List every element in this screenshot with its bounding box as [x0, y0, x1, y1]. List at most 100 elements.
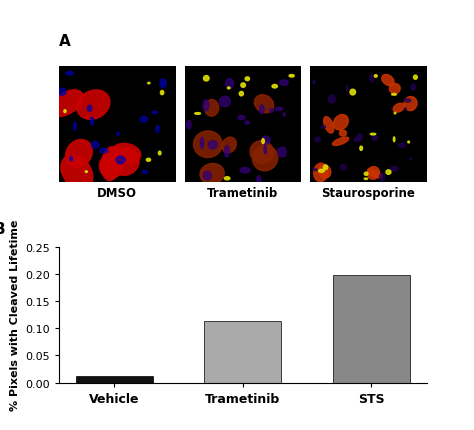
- Ellipse shape: [380, 174, 385, 181]
- Ellipse shape: [66, 72, 73, 76]
- Ellipse shape: [225, 146, 229, 158]
- Ellipse shape: [253, 146, 278, 172]
- Ellipse shape: [360, 147, 363, 151]
- Text: A: A: [59, 34, 71, 49]
- Ellipse shape: [323, 166, 328, 170]
- Ellipse shape: [346, 86, 348, 93]
- Ellipse shape: [398, 144, 406, 148]
- Ellipse shape: [116, 157, 125, 164]
- Ellipse shape: [208, 141, 218, 150]
- Bar: [204, 322, 282, 383]
- Ellipse shape: [367, 170, 382, 178]
- Ellipse shape: [238, 116, 245, 120]
- Ellipse shape: [365, 173, 368, 176]
- Ellipse shape: [245, 78, 249, 81]
- Ellipse shape: [61, 156, 93, 190]
- Ellipse shape: [312, 169, 318, 171]
- Ellipse shape: [354, 138, 361, 142]
- Ellipse shape: [228, 88, 230, 90]
- Ellipse shape: [158, 152, 161, 156]
- Ellipse shape: [404, 109, 406, 111]
- Ellipse shape: [100, 154, 123, 178]
- Ellipse shape: [394, 113, 396, 115]
- Ellipse shape: [200, 164, 224, 184]
- Ellipse shape: [257, 176, 261, 184]
- Ellipse shape: [160, 91, 164, 95]
- Ellipse shape: [140, 117, 148, 123]
- Ellipse shape: [241, 84, 246, 88]
- Ellipse shape: [87, 106, 92, 112]
- Ellipse shape: [413, 76, 417, 80]
- Ellipse shape: [411, 85, 415, 91]
- Ellipse shape: [392, 94, 396, 96]
- Ellipse shape: [386, 170, 391, 175]
- Ellipse shape: [77, 91, 110, 120]
- Ellipse shape: [146, 159, 151, 162]
- Ellipse shape: [193, 132, 222, 158]
- Bar: [333, 276, 410, 383]
- Ellipse shape: [370, 75, 374, 83]
- Ellipse shape: [382, 75, 394, 86]
- Ellipse shape: [239, 92, 244, 97]
- Ellipse shape: [59, 89, 66, 96]
- Ellipse shape: [313, 81, 315, 85]
- Ellipse shape: [224, 177, 230, 181]
- Ellipse shape: [408, 142, 410, 144]
- Ellipse shape: [85, 172, 87, 173]
- Bar: [76, 376, 153, 383]
- Ellipse shape: [393, 104, 404, 113]
- Ellipse shape: [272, 85, 277, 89]
- Ellipse shape: [91, 142, 99, 149]
- Ellipse shape: [195, 113, 201, 115]
- Ellipse shape: [201, 138, 204, 149]
- X-axis label: DMSO: DMSO: [97, 187, 137, 200]
- Ellipse shape: [100, 149, 108, 154]
- Ellipse shape: [328, 95, 335, 104]
- Ellipse shape: [264, 146, 266, 154]
- Ellipse shape: [315, 138, 320, 142]
- Ellipse shape: [321, 126, 326, 129]
- Ellipse shape: [324, 117, 334, 134]
- Ellipse shape: [148, 83, 150, 85]
- Ellipse shape: [370, 134, 376, 135]
- Ellipse shape: [364, 178, 368, 180]
- Ellipse shape: [222, 138, 237, 154]
- Ellipse shape: [404, 100, 411, 103]
- Ellipse shape: [410, 159, 411, 160]
- Ellipse shape: [255, 95, 273, 114]
- Ellipse shape: [262, 137, 270, 145]
- Ellipse shape: [240, 168, 250, 173]
- Ellipse shape: [391, 167, 398, 172]
- Y-axis label: % Pixels with Cleaved Lifetime: % Pixels with Cleaved Lifetime: [10, 220, 20, 411]
- Ellipse shape: [374, 76, 377, 78]
- Ellipse shape: [283, 114, 285, 117]
- Ellipse shape: [65, 140, 92, 168]
- Ellipse shape: [334, 115, 348, 131]
- Ellipse shape: [109, 148, 139, 176]
- Ellipse shape: [319, 165, 331, 179]
- Ellipse shape: [404, 97, 417, 111]
- Ellipse shape: [153, 112, 157, 115]
- Ellipse shape: [350, 90, 356, 96]
- Ellipse shape: [270, 109, 273, 113]
- Ellipse shape: [219, 97, 230, 108]
- Ellipse shape: [372, 136, 378, 141]
- Ellipse shape: [260, 106, 264, 115]
- Ellipse shape: [203, 77, 209, 82]
- Ellipse shape: [393, 138, 395, 142]
- Ellipse shape: [289, 75, 294, 78]
- Ellipse shape: [101, 147, 120, 181]
- Ellipse shape: [357, 135, 362, 140]
- Ellipse shape: [389, 84, 400, 95]
- Ellipse shape: [367, 167, 380, 180]
- Ellipse shape: [278, 148, 286, 158]
- Ellipse shape: [340, 165, 346, 171]
- Ellipse shape: [226, 80, 234, 89]
- Ellipse shape: [332, 138, 349, 146]
- Ellipse shape: [280, 81, 288, 86]
- Ellipse shape: [262, 139, 264, 144]
- Ellipse shape: [275, 108, 283, 111]
- Ellipse shape: [156, 126, 159, 133]
- X-axis label: Staurosporine: Staurosporine: [321, 187, 415, 200]
- Ellipse shape: [117, 133, 119, 136]
